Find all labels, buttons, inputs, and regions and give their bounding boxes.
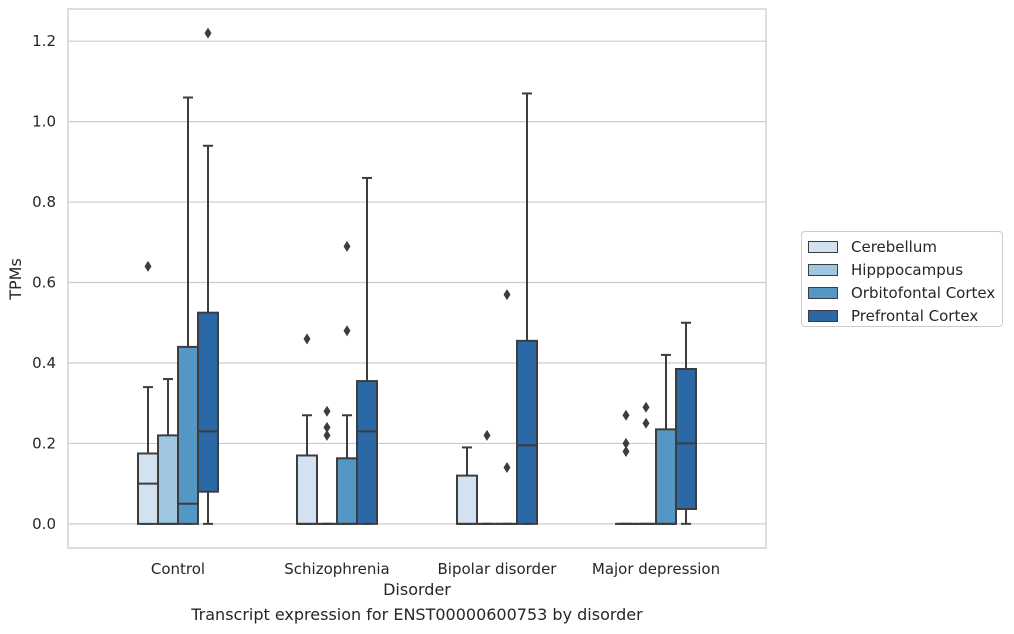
x-axis-title: Disorder [383, 580, 451, 599]
y-tick-label: 1.2 [32, 32, 56, 50]
box-outlier [144, 260, 152, 272]
box-0-1 [296, 333, 318, 525]
legend-item: Cerebellum [808, 236, 1002, 259]
box-outlier [642, 401, 650, 413]
box-body [336, 457, 358, 525]
y-tick-label: 0.2 [32, 434, 56, 452]
legend-item: Orbitofontal Cortex [808, 282, 1002, 305]
box-body [655, 428, 677, 525]
box-outlier [323, 421, 331, 433]
x-tick-label: Bipolar disorder [438, 560, 558, 578]
box-outlier [503, 462, 511, 474]
box-outlier [303, 333, 311, 345]
box-3-2 [516, 92, 538, 525]
legend-swatch [808, 264, 838, 277]
legend-swatch [808, 241, 838, 254]
legend: Cerebellum Hipppocampus Orbitofontal Corte… [801, 231, 1003, 327]
box-2-0 [177, 96, 199, 525]
box-0-3 [615, 409, 637, 525]
legend-item: Prefrontal Cortex [808, 304, 1002, 327]
box-body [157, 434, 179, 525]
legend-label: Orbitofontal Cortex [851, 283, 996, 302]
legend-item: Hipppocampus [808, 259, 1002, 282]
box-outlier [483, 429, 491, 441]
box-body [456, 474, 478, 525]
box-body [137, 452, 159, 525]
box-outlier [503, 289, 511, 301]
y-tick-label: 0.6 [32, 274, 56, 292]
box-body [675, 368, 697, 510]
box-body [516, 339, 538, 525]
box-outlier [323, 405, 331, 417]
box-outlier [204, 27, 212, 39]
box-0-2 [456, 446, 478, 525]
box-body [177, 345, 199, 525]
y-tick-label: 0.0 [32, 515, 56, 533]
x-tick-label: Control [151, 560, 205, 578]
box-3-3 [675, 321, 697, 525]
box-outlier [622, 437, 630, 449]
box-outlier [642, 417, 650, 429]
box-outlier [622, 409, 630, 421]
box-2-3 [655, 353, 677, 525]
y-tick-label: 0.4 [32, 354, 56, 372]
legend-label: Hipppocampus [851, 261, 964, 280]
box-3-0 [197, 27, 219, 525]
box-2-2 [496, 289, 518, 525]
box-1-1 [316, 405, 338, 525]
box-body [356, 380, 378, 525]
box-2-1 [336, 240, 358, 525]
box-outlier [622, 445, 630, 457]
chart-caption: Transcript expression for ENST0000060075… [191, 605, 643, 624]
box-body [197, 311, 219, 493]
y-tick-label: 0.8 [32, 193, 56, 211]
box-3-1 [356, 176, 378, 525]
box-outlier [343, 240, 351, 252]
legend-label: Cerebellum [851, 238, 937, 257]
legend-label: Prefrontal Cortex [851, 306, 979, 325]
box-body [296, 454, 318, 525]
legend-swatch [808, 286, 838, 299]
y-tick-label: 1.0 [32, 113, 56, 131]
box-outlier [343, 325, 351, 337]
box-outlier [323, 429, 331, 441]
legend-swatch [808, 309, 838, 322]
x-tick-label: Schizophrenia [284, 560, 389, 578]
y-axis-title: TPMs [6, 258, 25, 301]
x-tick-label: Major depression [592, 560, 720, 578]
